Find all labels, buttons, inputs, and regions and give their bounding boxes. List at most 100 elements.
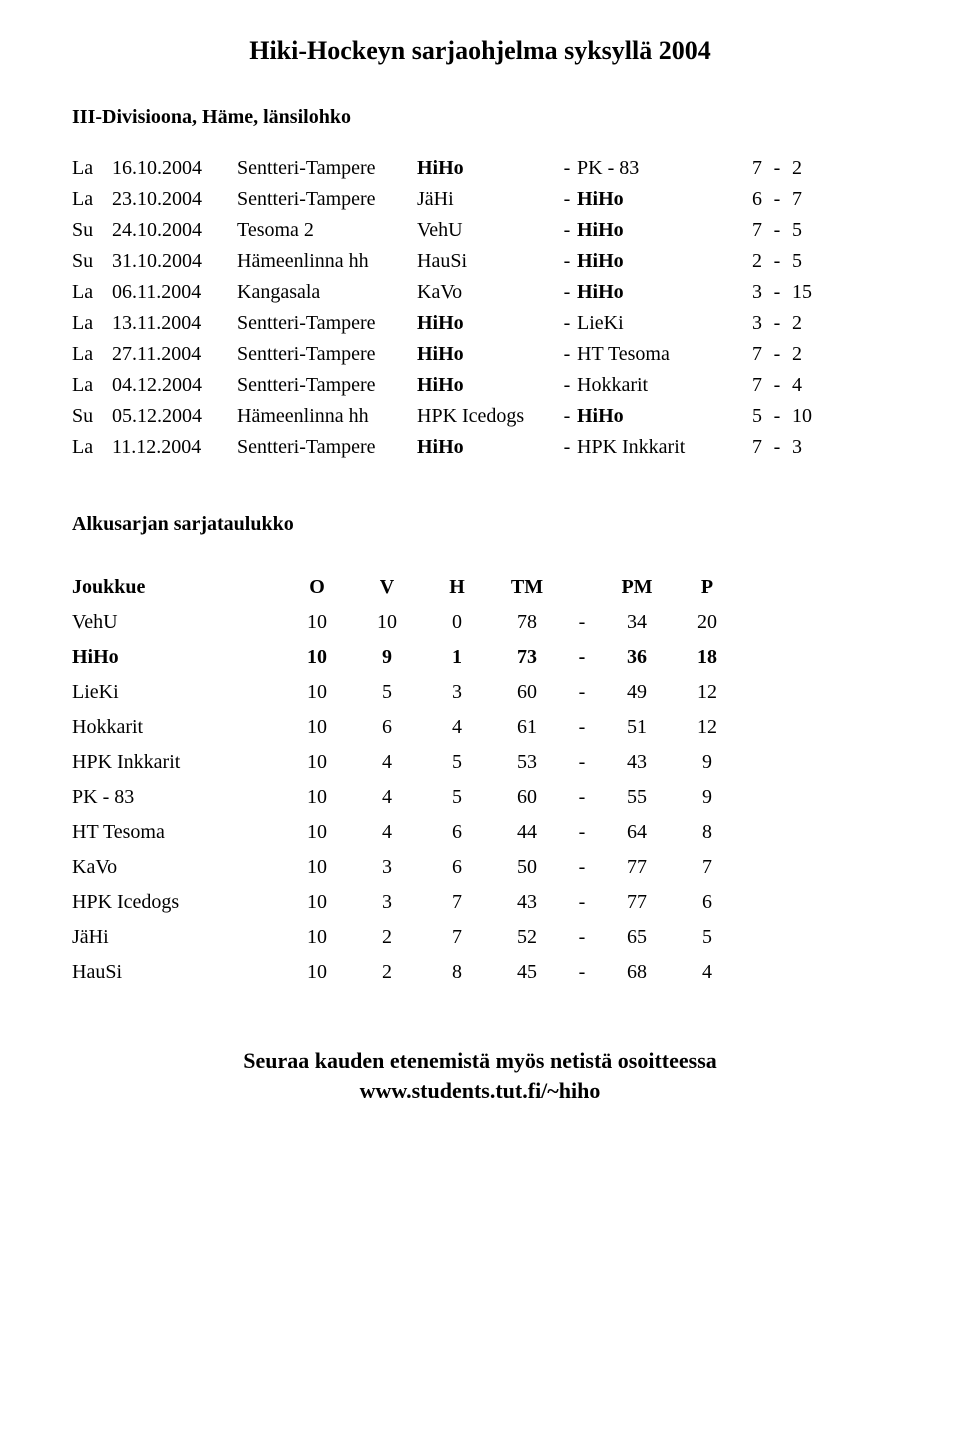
standings-pm: 77 <box>602 850 672 885</box>
standings-p: 12 <box>672 710 742 745</box>
schedule-date: 16.10.2004 <box>112 153 237 184</box>
standings-row: LieKi105360-4912 <box>72 675 888 710</box>
standings-v: 6 <box>352 710 422 745</box>
schedule-dash: - <box>762 339 792 370</box>
schedule-dash: - <box>557 184 577 215</box>
standings-pm: 65 <box>602 920 672 955</box>
standings-pm: 55 <box>602 780 672 815</box>
schedule-away: HiHo <box>577 277 717 308</box>
standings-row: VehU1010078-3420 <box>72 605 888 640</box>
standings-header-h: H <box>422 570 492 605</box>
standings-tm: 45 <box>492 955 562 990</box>
standings-header-v: V <box>352 570 422 605</box>
schedule-home: HiHo <box>417 370 557 401</box>
schedule-dash: - <box>762 215 792 246</box>
schedule-dash: - <box>557 153 577 184</box>
standings-dash: - <box>562 675 602 710</box>
schedule-score-away: 15 <box>792 277 822 308</box>
schedule-day: La <box>72 184 112 215</box>
standings-p: 9 <box>672 780 742 815</box>
standings-team: HiHo <box>72 640 282 675</box>
schedule-date: 27.11.2004 <box>112 339 237 370</box>
standings-header-pm: PM <box>602 570 672 605</box>
standings-p: 18 <box>672 640 742 675</box>
standings-o: 10 <box>282 605 352 640</box>
schedule-day: Su <box>72 246 112 277</box>
schedule-dash: - <box>557 277 577 308</box>
footer: Seuraa kauden etenemistä myös netistä os… <box>72 1046 888 1105</box>
standings-v: 2 <box>352 955 422 990</box>
standings-row: KaVo103650-777 <box>72 850 888 885</box>
schedule-day: La <box>72 432 112 463</box>
schedule-row: La06.11.2004KangasalaKaVo-HiHo3-15 <box>72 277 888 308</box>
standings-pm: 64 <box>602 815 672 850</box>
schedule-dash: - <box>762 277 792 308</box>
schedule-venue: Sentteri-Tampere <box>237 308 417 339</box>
standings-header-tm: TM <box>492 570 562 605</box>
schedule-home: HiHo <box>417 339 557 370</box>
standings-p: 9 <box>672 745 742 780</box>
schedule-score-home: 3 <box>717 277 762 308</box>
standings-tm: 52 <box>492 920 562 955</box>
standings-o: 10 <box>282 885 352 920</box>
schedule-date: 04.12.2004 <box>112 370 237 401</box>
standings-v: 3 <box>352 850 422 885</box>
schedule-score-home: 3 <box>717 308 762 339</box>
schedule-dash: - <box>557 401 577 432</box>
standings-h: 1 <box>422 640 492 675</box>
schedule-row: La16.10.2004Sentteri-TampereHiHo-PK - 83… <box>72 153 888 184</box>
schedule-score-home: 7 <box>717 215 762 246</box>
schedule-score-away: 5 <box>792 215 822 246</box>
standings-tm: 60 <box>492 780 562 815</box>
standings-tm: 60 <box>492 675 562 710</box>
schedule-score-away: 5 <box>792 246 822 277</box>
standings-dash: - <box>562 920 602 955</box>
standings-pm: 68 <box>602 955 672 990</box>
standings-header-o: O <box>282 570 352 605</box>
standings-v: 4 <box>352 815 422 850</box>
schedule-home: JäHi <box>417 184 557 215</box>
standings-pm: 43 <box>602 745 672 780</box>
standings-h: 6 <box>422 850 492 885</box>
schedule-score-away: 2 <box>792 153 822 184</box>
schedule-score-home: 7 <box>717 339 762 370</box>
schedule-row: Su24.10.2004Tesoma 2VehU-HiHo7-5 <box>72 215 888 246</box>
schedule-score-away: 10 <box>792 401 822 432</box>
schedule-venue: Sentteri-Tampere <box>237 184 417 215</box>
schedule-date: 06.11.2004 <box>112 277 237 308</box>
schedule-day: La <box>72 153 112 184</box>
standings-p: 5 <box>672 920 742 955</box>
schedule-venue: Hämeenlinna hh <box>237 246 417 277</box>
standings-o: 10 <box>282 710 352 745</box>
standings-p: 20 <box>672 605 742 640</box>
schedule-home: HauSi <box>417 246 557 277</box>
schedule-score-home: 5 <box>717 401 762 432</box>
standings-row: HauSi102845-684 <box>72 955 888 990</box>
schedule-dash: - <box>762 432 792 463</box>
standings-team: JäHi <box>72 920 282 955</box>
standings-dash: - <box>562 850 602 885</box>
schedule-row: Su05.12.2004Hämeenlinna hhHPK Icedogs-Hi… <box>72 401 888 432</box>
schedule-row: Su31.10.2004Hämeenlinna hhHauSi-HiHo2-5 <box>72 246 888 277</box>
standings-header-team: Joukkue <box>72 570 282 605</box>
standings-h: 7 <box>422 885 492 920</box>
standings-team: HPK Inkkarit <box>72 745 282 780</box>
schedule-venue: Tesoma 2 <box>237 215 417 246</box>
schedule-score-home: 7 <box>717 370 762 401</box>
standings-row: HPK Icedogs103743-776 <box>72 885 888 920</box>
schedule-row: La23.10.2004Sentteri-TampereJäHi-HiHo6-7 <box>72 184 888 215</box>
standings-h: 5 <box>422 745 492 780</box>
schedule-away: HiHo <box>577 184 717 215</box>
standings-o: 10 <box>282 745 352 780</box>
schedule-dash: - <box>557 370 577 401</box>
standings-team: HT Tesoma <box>72 815 282 850</box>
standings-p: 6 <box>672 885 742 920</box>
standings-v: 5 <box>352 675 422 710</box>
schedule-away: HiHo <box>577 215 717 246</box>
standings-o: 10 <box>282 640 352 675</box>
schedule-dash: - <box>557 215 577 246</box>
standings-team: Hokkarit <box>72 710 282 745</box>
schedule-date: 13.11.2004 <box>112 308 237 339</box>
schedule-home: HiHo <box>417 308 557 339</box>
standings-h: 3 <box>422 675 492 710</box>
